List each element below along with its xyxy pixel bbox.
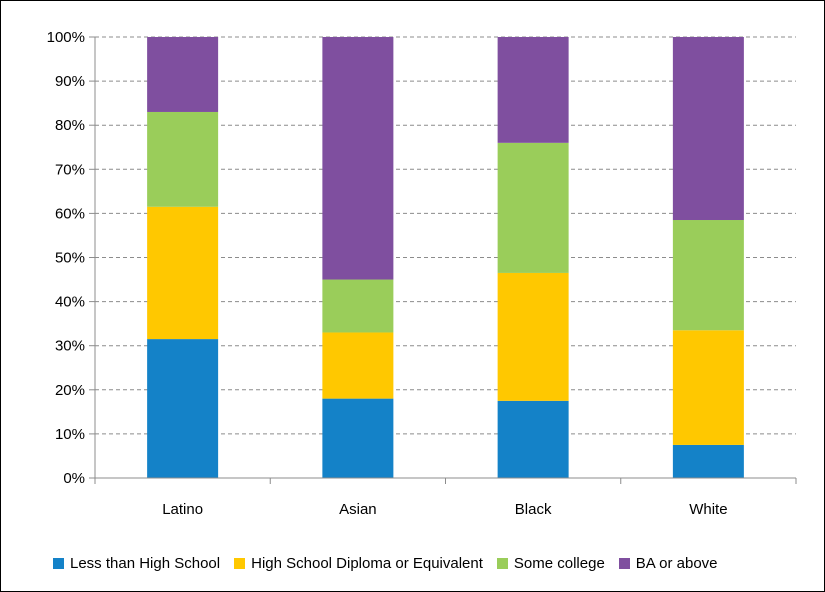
- legend-label: Some college: [513, 554, 605, 572]
- y-axis-ticks: 0% 10% 20% 30% 40% 50% 60% 70% 80% 90% 100%: [47, 29, 85, 487]
- y-tick-label: 50%: [55, 250, 85, 267]
- bar-segment: [497, 400, 569, 478]
- bar-segment: [322, 37, 394, 280]
- legend-swatch: [618, 557, 630, 569]
- legend-item: Less than High School: [53, 555, 220, 572]
- legend-label: High School Diploma or Equivalent: [251, 554, 483, 572]
- bar-segment: [672, 444, 744, 478]
- bar-segment: [497, 142, 569, 273]
- y-tick-label: 40%: [55, 294, 85, 311]
- bar-segment: [497, 272, 569, 401]
- y-tick-label: 10%: [55, 426, 85, 443]
- legend-label: BA or above: [635, 554, 718, 572]
- bars: [147, 37, 744, 478]
- legend-swatch: [234, 557, 246, 569]
- y-tick-label: 90%: [55, 73, 85, 90]
- legend-label: Less than High School: [70, 554, 221, 572]
- bar-segment: [322, 279, 394, 333]
- x-category-label: Latino: [162, 501, 203, 518]
- legend-item: High School Diploma or Equivalent: [234, 555, 483, 572]
- legend: Less than High School High School Diploma…: [53, 551, 718, 575]
- bar-segment: [147, 37, 219, 112]
- bar-segment: [672, 37, 744, 221]
- y-tick-label: 30%: [55, 338, 85, 355]
- stacked-bar-chart: 0% 10% 20% 30% 40% 50% 60% 70% 80% 90% 100% Latino…: [47, 29, 797, 518]
- bar-segment: [322, 398, 394, 478]
- bar-segment: [147, 111, 219, 207]
- legend-item: BA or above: [618, 554, 718, 572]
- y-tick-label: 70%: [55, 161, 85, 178]
- bar-segment: [147, 206, 219, 340]
- x-category-label: Asian: [339, 501, 377, 518]
- y-tick-label: 60%: [55, 205, 85, 222]
- x-category-label: Black: [515, 501, 552, 518]
- bar-segment: [147, 339, 219, 478]
- x-axis-categories: Latino Asian Black White: [162, 501, 727, 518]
- y-tick-label: 100%: [47, 29, 85, 46]
- legend-swatch: [496, 557, 508, 569]
- bar-segment: [672, 220, 744, 331]
- x-category-label: White: [689, 501, 727, 518]
- bar-segment: [497, 37, 569, 143]
- legend-item: Some college: [496, 554, 605, 572]
- y-tick-label: 20%: [55, 382, 85, 399]
- y-tick-label: 0%: [63, 470, 85, 487]
- y-tick-label: 80%: [55, 117, 85, 134]
- axes: [89, 36, 797, 484]
- legend-swatch: [53, 557, 64, 569]
- bar-segment: [322, 332, 394, 399]
- bar-segment: [672, 330, 744, 445]
